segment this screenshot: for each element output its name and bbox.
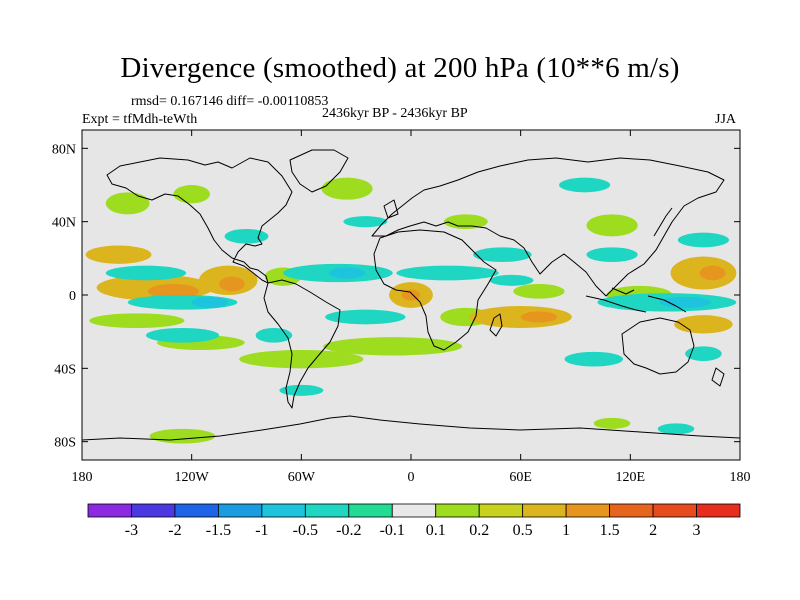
contour-neg-west-pacific-core (660, 297, 711, 308)
colorbar-swatch (523, 504, 566, 517)
divergence-map: 180 120W 60W 0 60E 120E 18080N40N040S80S -3 -2-… (0, 0, 800, 600)
contour-pos-east-pacific-core (219, 277, 245, 292)
colorbar-swatch (653, 504, 696, 517)
contour-neg-arctic (559, 178, 610, 193)
contour-pos-gulf-alaska (173, 185, 210, 203)
colorbar: -3 -2 -1.5 -1 -0.5 -0.2 -0.1 0.1 0.2 0.5 1 1.5 2 3 (88, 504, 740, 539)
y-tick-label: 40N (52, 216, 76, 231)
colorbar-swatch (88, 504, 131, 517)
colorbar-label: -0.5 (293, 522, 318, 539)
colorbar-swatch (349, 504, 392, 517)
contour-pos-south-atlantic (323, 337, 462, 355)
y-tick-label: 0 (69, 289, 76, 304)
colorbar-label: -0.1 (380, 522, 405, 539)
contour-pos-antarctic-indian (594, 418, 631, 429)
contour-neg-south-indian (565, 352, 623, 367)
contour-neg-indian-ocean (490, 275, 534, 286)
x-tick-label: 120W (175, 470, 210, 485)
colorbar-label: 3 (693, 522, 701, 539)
colorbar-swatch (305, 504, 348, 517)
contour-pos-antarctic-pacific (150, 429, 216, 444)
colorbar-swatch (479, 504, 522, 517)
contour-neg-north-pacific-band (106, 266, 186, 281)
y-tick-label: 80N (52, 142, 76, 157)
contour-pos-north-america-west (106, 192, 150, 214)
contour-pos-asia-east (586, 214, 637, 236)
colorbar-label: 1 (562, 522, 570, 539)
colorbar-label: -3 (125, 522, 138, 539)
y-tick-label: 40S (54, 362, 76, 377)
contour-neg-north-pacific-west (678, 233, 729, 248)
contour-neg-south-pacific (146, 328, 219, 343)
contour-neg-antarctic (658, 423, 695, 434)
contour-pos-europe (444, 214, 488, 229)
contour-pos-indian-ocean-core (521, 312, 558, 323)
colorbar-label: 1.5 (600, 522, 620, 539)
contour-pos-tropical-east-pacific (86, 246, 152, 264)
colorbar-swatch (566, 504, 609, 517)
colorbar-swatch (392, 504, 435, 517)
colorbar-label: -0.2 (336, 522, 361, 539)
contour-neg-atlantic-core (329, 268, 366, 279)
colorbar-label: -2 (168, 522, 181, 539)
contour-neg-atlantic-south (325, 310, 405, 325)
colorbar-swatch (697, 504, 740, 517)
colorbar-swatch (436, 504, 479, 517)
contour-neg-north-africa (396, 266, 498, 281)
colorbar-label: -1 (255, 522, 268, 539)
colorbar-label: 0.2 (469, 522, 489, 539)
x-tick-label: 60E (509, 470, 532, 485)
colorbar-swatch (131, 504, 174, 517)
y-tick-label: 80S (54, 436, 76, 451)
colorbar-swatch (610, 504, 653, 517)
x-tick-label: 180 (730, 470, 751, 485)
contour-pos-indian-ocean-north (513, 284, 564, 299)
contour-neg-east-asia (586, 247, 637, 262)
contour-pos-north-atlantic (321, 178, 372, 200)
contour-pos-south-pacific-band (89, 313, 184, 328)
colorbar-label: 0.5 (513, 522, 533, 539)
contour-neg-south-america (256, 328, 293, 343)
colorbar-label: -1.5 (206, 522, 231, 539)
colorbar-swatch (175, 504, 218, 517)
colorbar-swatch (218, 504, 261, 517)
contour-neg-east-pacific-core (192, 297, 229, 308)
x-tick-label: 120E (616, 470, 646, 485)
x-tick-label: 180 (72, 470, 93, 485)
x-tick-label: 0 (408, 470, 415, 485)
colorbar-label: 2 (649, 522, 657, 539)
colorbar-label: 0.1 (426, 522, 446, 539)
contour-pos-west-pacific-core (700, 266, 726, 281)
x-tick-label: 60W (288, 470, 316, 485)
colorbar-swatch (262, 504, 305, 517)
contour-pos-south-west-pacific (674, 315, 732, 333)
contour-neg-north-america (225, 229, 269, 244)
